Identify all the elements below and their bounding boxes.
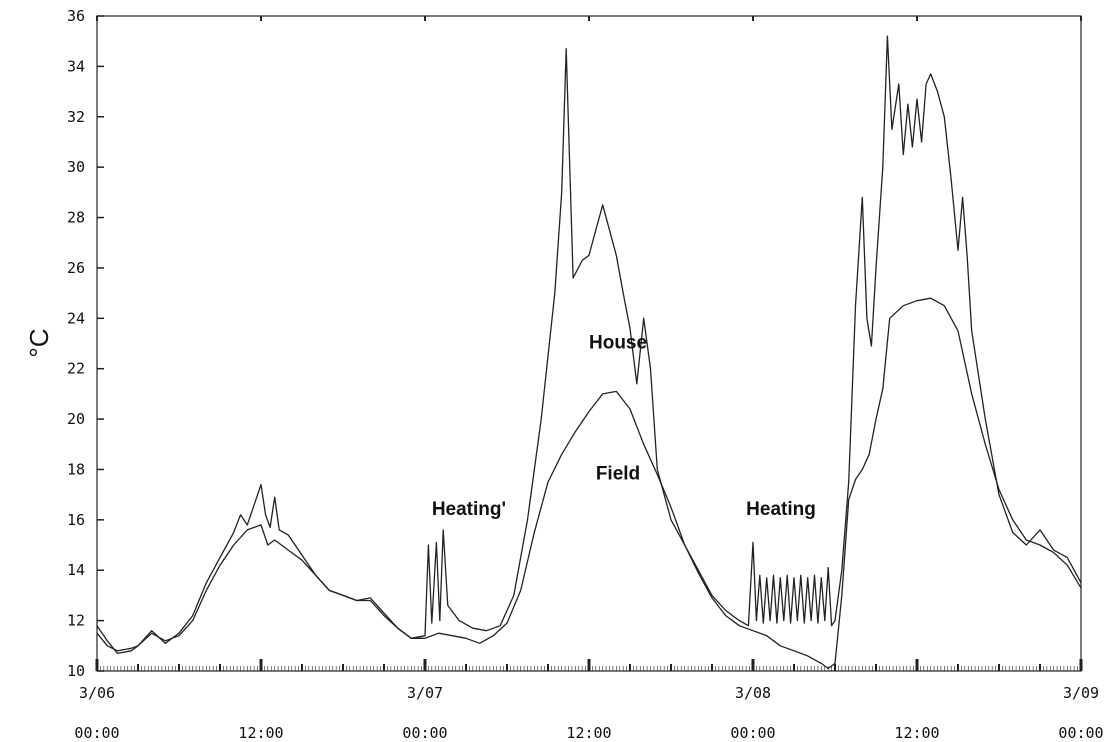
y-axis-label: °C xyxy=(24,328,54,357)
y-tick-label: 26 xyxy=(67,259,85,277)
x-tick-time: 00:00 xyxy=(1058,724,1103,742)
x-tick-time: 12:00 xyxy=(238,724,283,742)
x-tick-time: 00:00 xyxy=(74,724,119,742)
annotation-layer: House Field Heating' Heating xyxy=(432,333,816,520)
x-tick-time: 12:00 xyxy=(894,724,939,742)
annotation-heating-2: Heating xyxy=(746,499,816,520)
y-tick-label: 16 xyxy=(67,511,85,529)
y-tick-label: 22 xyxy=(67,360,85,378)
y-tick-label: 14 xyxy=(67,561,85,579)
x-tick-time: 00:00 xyxy=(402,724,447,742)
y-tick-label: 30 xyxy=(67,158,85,176)
y-tick-label: 18 xyxy=(67,460,85,478)
x-axis: 3/06 00:00 12:00 3/07 00:00 12:00 3/08 00:00 12:… xyxy=(74,16,1104,742)
series-line-house xyxy=(96,35,1082,655)
x-axis-minor-ticks xyxy=(96,664,1082,671)
y-tick-label: 10 xyxy=(67,662,85,680)
x-tick-time: 12:00 xyxy=(566,724,611,742)
y-tick-label: 34 xyxy=(67,57,85,75)
annotation-house: House xyxy=(589,333,647,354)
y-axis: 10 12 14 16 18 20 22 24 26 28 30 32 34 36 xyxy=(67,7,104,680)
y-tick-label: 28 xyxy=(67,209,85,227)
y-tick-label: 20 xyxy=(67,410,85,428)
x-tick-time: 00:00 xyxy=(730,724,775,742)
x-tick-date: 3/06 xyxy=(79,684,115,702)
x-tick-date: 3/09 xyxy=(1063,684,1099,702)
series-line-field xyxy=(96,297,1082,670)
series-layer xyxy=(96,35,1082,670)
y-tick-label: 32 xyxy=(67,108,85,126)
x-tick-date: 3/07 xyxy=(407,684,443,702)
x-tick-date: 3/08 xyxy=(735,684,771,702)
y-tick-label: 36 xyxy=(67,7,85,25)
annotation-field: Field xyxy=(596,464,640,485)
annotation-heating-1: Heating' xyxy=(432,499,506,520)
y-tick-label: 24 xyxy=(67,309,85,327)
y-tick-label: 12 xyxy=(67,612,85,630)
